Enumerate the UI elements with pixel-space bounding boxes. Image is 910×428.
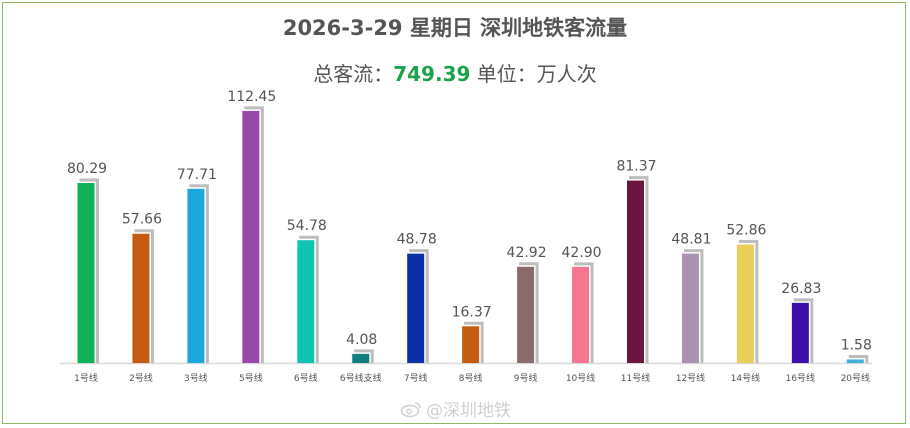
bar: [627, 180, 644, 363]
bar-shadow: [848, 354, 869, 363]
data-label: 16.37: [452, 304, 492, 320]
data-label: 1.58: [841, 337, 872, 353]
data-label: 42.92: [507, 245, 547, 261]
x-tick-label: 12号线: [676, 372, 705, 384]
data-label: 4.08: [346, 332, 377, 348]
data-label: 81.37: [616, 159, 656, 175]
bar-shadow: [79, 178, 99, 363]
data-label: 26.83: [781, 281, 821, 297]
x-tick-label: 2号线: [129, 372, 153, 384]
data-label: 112.45: [227, 89, 276, 105]
x-tick-label: 20号线: [841, 372, 870, 384]
bar-shadow: [134, 229, 154, 363]
data-label: 42.90: [562, 245, 602, 261]
data-label: 54.78: [287, 218, 327, 234]
bar: [572, 266, 590, 363]
bar-shadow: [244, 106, 264, 363]
bar-shadow: [299, 235, 319, 363]
weibo-icon: [400, 401, 421, 417]
watermark-text: @深圳地铁: [426, 401, 511, 421]
bar: [846, 359, 864, 363]
bar-shadow: [464, 321, 484, 363]
bar-shadow: [574, 262, 594, 363]
bar: [791, 302, 809, 363]
bar: [517, 266, 535, 363]
bar: [407, 253, 425, 363]
chart-title: 2026-3-29 星期日 深圳地铁客流量: [282, 16, 628, 40]
bar-shadow: [793, 298, 814, 363]
bar: [681, 253, 699, 363]
bar-shadow: [189, 184, 209, 363]
x-tick-label: 10号线: [566, 372, 595, 384]
total-ridership: 749.39: [393, 62, 471, 86]
bar: [242, 110, 260, 363]
bar: [77, 183, 95, 363]
data-label: 77.71: [177, 167, 217, 183]
x-tick-label: 1号线: [74, 372, 98, 384]
x-tick-label: 3号线: [184, 372, 208, 384]
bar: [187, 188, 205, 363]
bar: [462, 326, 480, 363]
x-tick-label: 8号线: [459, 372, 483, 384]
bar-shadow: [738, 240, 759, 363]
x-tick-label: 7号线: [404, 372, 428, 384]
bar-shadow: [629, 176, 649, 363]
data-label: 48.78: [397, 232, 437, 248]
x-tick-label: 6号线支线: [340, 372, 382, 384]
bar: [132, 233, 150, 363]
x-tick-label: 16号线: [786, 372, 815, 384]
data-label: 80.29: [67, 161, 107, 177]
watermark: @深圳地铁: [400, 396, 511, 421]
data-label: 57.66: [122, 212, 162, 228]
x-tick-label: 5号线: [239, 372, 263, 384]
data-label: 52.86: [726, 223, 766, 239]
x-tick-label: 14号线: [731, 372, 760, 384]
bar: [352, 353, 370, 363]
bar: [297, 240, 315, 363]
chart-subtitle: 总客流：749.39 单位：万人次: [0, 58, 910, 87]
bar-shadow: [519, 262, 539, 363]
subtitle-prefix: 总客流：: [313, 62, 394, 86]
bar-shadow: [409, 249, 429, 363]
bar: [736, 244, 754, 363]
x-tick-label: 11号线: [621, 372, 650, 384]
bar-shadow: [683, 249, 704, 363]
x-tick-label: 9号线: [514, 372, 538, 384]
x-tick-label: 6号线: [294, 372, 318, 384]
bar-shadow: [354, 349, 374, 363]
subtitle-suffix: 单位：万人次: [470, 62, 597, 86]
data-label: 48.81: [671, 232, 711, 248]
